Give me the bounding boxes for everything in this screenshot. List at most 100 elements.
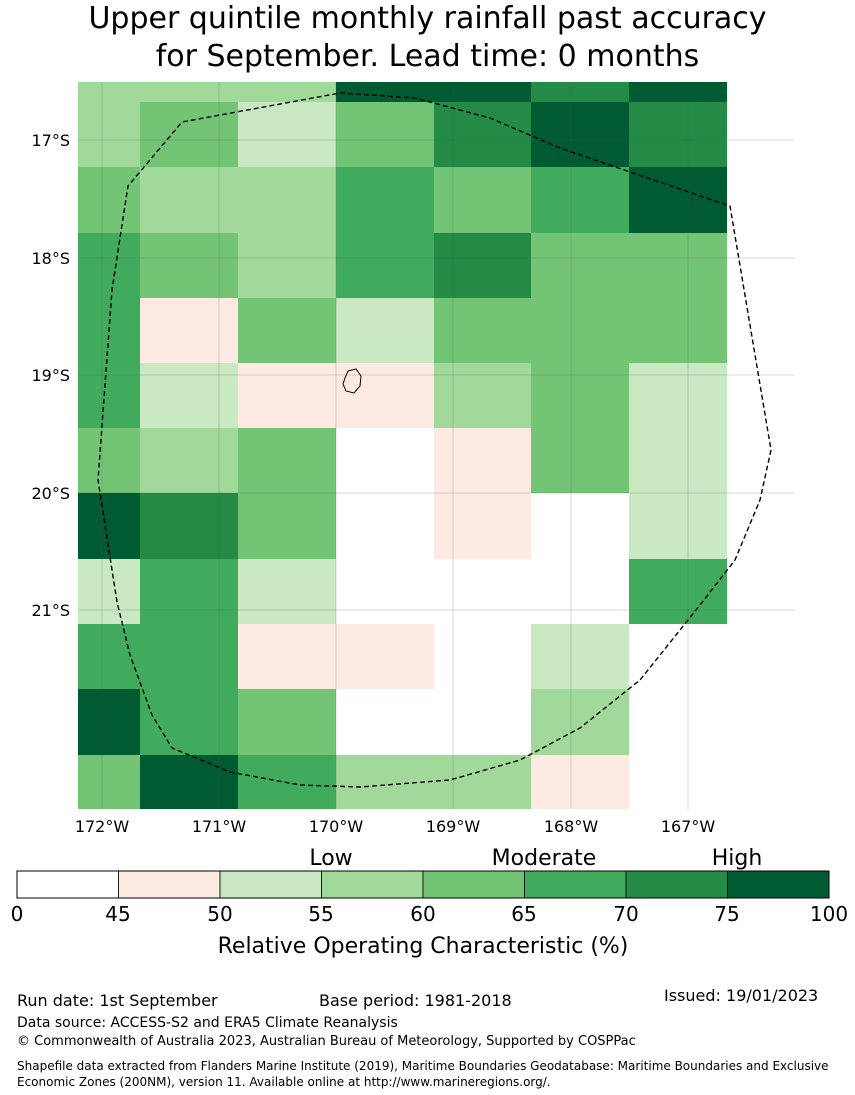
grid-cell xyxy=(531,689,629,755)
grid-cell xyxy=(140,233,238,298)
grid-cell xyxy=(336,102,434,167)
grid-cell xyxy=(629,493,727,559)
grid-cell xyxy=(140,559,238,624)
base-period: Base period: 1981-2018 xyxy=(319,991,512,1010)
grid-cell xyxy=(629,298,727,363)
rainfall-accuracy-grid xyxy=(78,82,727,809)
lon-label-172w: 172°W xyxy=(75,817,130,836)
colorbar-category-labels: Low Moderate High xyxy=(309,846,762,871)
grid-cell xyxy=(531,493,629,559)
grid-cell xyxy=(336,428,434,493)
grid-cell xyxy=(629,82,727,102)
colorbar-tick-60: 60 xyxy=(410,902,435,926)
grid-cell xyxy=(238,689,336,755)
grid-cell xyxy=(531,363,629,428)
grid-cell xyxy=(78,82,140,102)
grid-cell xyxy=(336,689,434,755)
grid-cell xyxy=(238,167,336,233)
grid-cell xyxy=(140,624,238,689)
grid-cell xyxy=(434,559,531,624)
lat-label-17s: 17°S xyxy=(31,131,70,150)
grid-cell xyxy=(78,233,140,298)
grid-cell xyxy=(140,102,238,167)
grid-cell xyxy=(531,624,629,689)
lat-label-19s: 19°S xyxy=(31,366,70,385)
colorbar-ticks: 0 45 50 55 60 65 70 75 100 xyxy=(11,902,848,926)
grid-cell xyxy=(629,689,727,755)
shapefile-credit-line-2: Economic Zones (200NM), version 11. Avai… xyxy=(17,1075,551,1089)
title-line-2: for September. Lead time: 0 months xyxy=(155,39,700,74)
issued-date: Issued: 19/01/2023 xyxy=(664,986,819,1005)
colorbar-segment xyxy=(219,870,322,899)
grid-cell xyxy=(531,102,629,167)
grid-cell xyxy=(336,363,434,428)
grid-cell xyxy=(531,755,629,809)
grid-cell xyxy=(434,298,531,363)
grid-cell xyxy=(434,82,531,102)
grid-cell xyxy=(336,167,434,233)
colorbar-segment xyxy=(524,870,627,899)
grid-cell xyxy=(434,102,531,167)
colorbar-tick-70: 70 xyxy=(613,902,638,926)
grid-cell xyxy=(336,755,434,809)
category-high: High xyxy=(712,846,763,871)
grid-cell xyxy=(238,493,336,559)
grid-cell xyxy=(140,363,238,428)
grid-cell xyxy=(629,559,727,624)
grid-cell xyxy=(336,82,434,102)
grid-cell xyxy=(336,298,434,363)
colorbar-tick-100: 100 xyxy=(810,902,848,926)
map-title: Upper quintile monthly rainfall past acc… xyxy=(0,0,855,76)
lat-label-18s: 18°S xyxy=(31,249,70,268)
grid-cell xyxy=(531,167,629,233)
grid-cell xyxy=(238,363,336,428)
lat-label-20s: 20°S xyxy=(31,484,70,503)
grid-cell xyxy=(238,428,336,493)
grid-cell xyxy=(140,428,238,493)
grid-cell xyxy=(140,755,238,809)
grid-cell xyxy=(434,167,531,233)
grid-cell xyxy=(238,298,336,363)
grid-cell xyxy=(78,102,140,167)
colorbar-segment xyxy=(727,870,830,899)
grid-cell xyxy=(531,233,629,298)
colorbar-segment xyxy=(625,870,728,899)
lon-label-168w: 168°W xyxy=(544,817,599,836)
colorbar-tick-75: 75 xyxy=(714,902,739,926)
grid-cell xyxy=(140,82,238,102)
grid-cell xyxy=(78,428,140,493)
grid-cell xyxy=(629,624,727,689)
grid-cell xyxy=(434,755,531,809)
grid-cell xyxy=(434,493,531,559)
lon-label-167w: 167°W xyxy=(661,817,716,836)
eez-boundary xyxy=(97,92,772,788)
grid-cell xyxy=(78,363,140,428)
colorbar-segment xyxy=(321,870,424,899)
longitude-labels: 172°W 171°W 170°W 169°W 168°W 167°W xyxy=(75,817,716,836)
grid-cell xyxy=(140,167,238,233)
grid-cell xyxy=(531,428,629,493)
grid-cell xyxy=(78,624,140,689)
colorbar-segment xyxy=(118,870,221,899)
colorbar-tick-45: 45 xyxy=(105,902,130,926)
grid-cell xyxy=(78,167,140,233)
grid-cell xyxy=(238,233,336,298)
copyright: © Commonwealth of Australia 2023, Austra… xyxy=(17,1034,636,1049)
grid-cell xyxy=(238,102,336,167)
grid-cell xyxy=(531,559,629,624)
grid-cell xyxy=(531,82,629,102)
grid-cell xyxy=(629,167,727,233)
grid-cell xyxy=(238,82,336,102)
graticule xyxy=(78,82,794,809)
grid-cell xyxy=(629,102,727,167)
island-outline xyxy=(342,368,362,394)
grid-cell xyxy=(78,493,140,559)
grid-cell xyxy=(78,689,140,755)
grid-cell xyxy=(629,755,727,809)
grid-cell xyxy=(78,755,140,809)
grid-cell xyxy=(434,233,531,298)
grid-cell xyxy=(629,428,727,493)
lat-label-21s: 21°S xyxy=(31,601,70,620)
grid-cell xyxy=(629,363,727,428)
